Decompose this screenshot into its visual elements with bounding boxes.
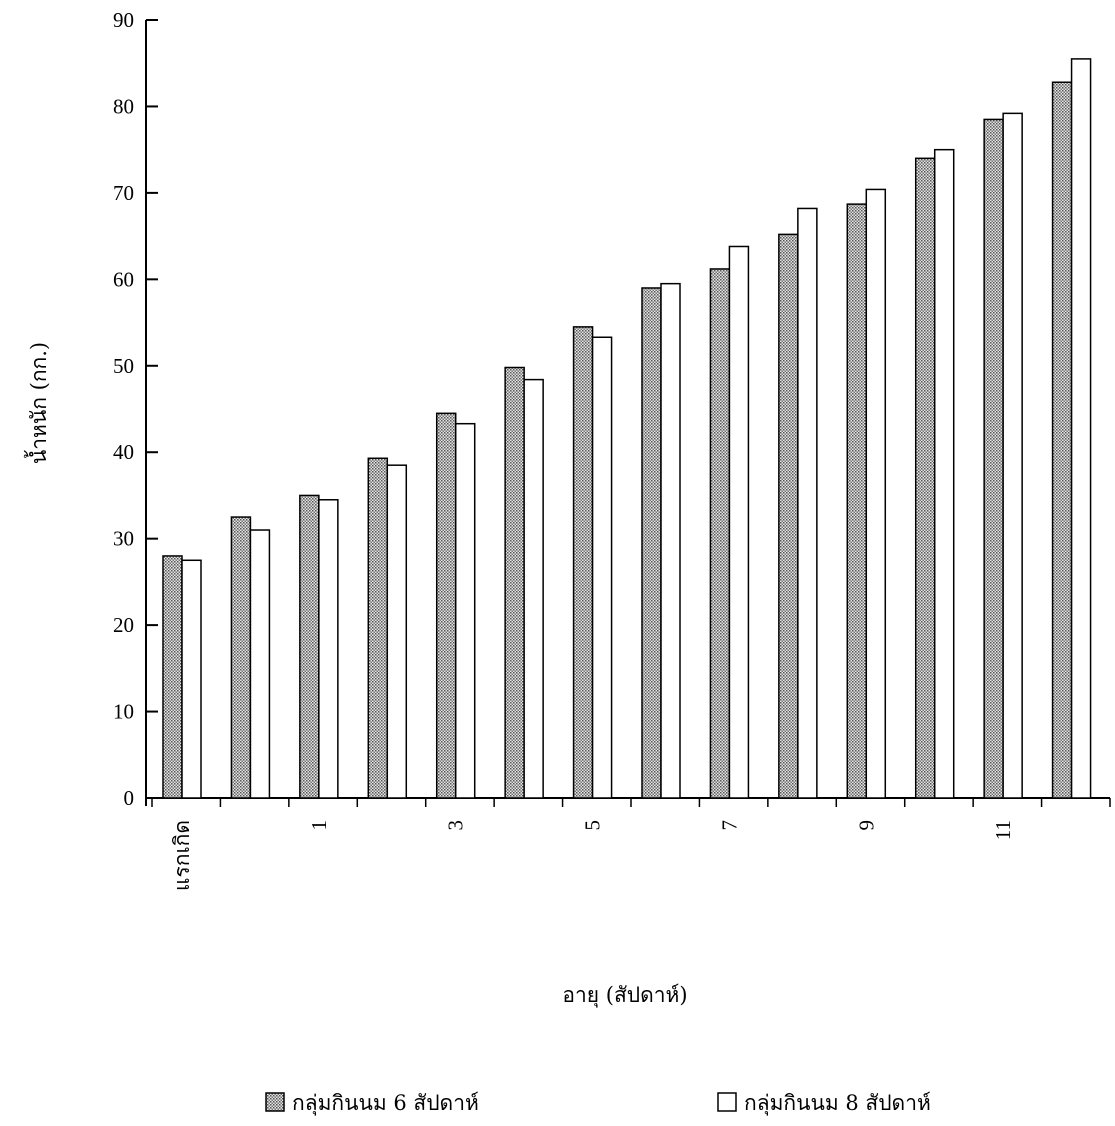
bar-series-2 <box>591 336 613 799</box>
bar-series-1 <box>778 233 799 799</box>
bar-series-1 <box>846 203 868 799</box>
bar-series-2 <box>1002 112 1023 799</box>
x-tick-label: 9 <box>854 820 878 831</box>
bar-series-2 <box>454 422 476 799</box>
x-tick-label: 11 <box>991 820 1015 840</box>
bar-series-2 <box>318 499 339 799</box>
x-tick-label: 7 <box>717 820 741 831</box>
legend-swatch-series-2 <box>717 1092 737 1112</box>
bar-series-2 <box>797 207 818 799</box>
y-tick-label: 60 <box>113 267 134 291</box>
x-tick-label: 1 <box>307 820 331 831</box>
bar-series-1 <box>230 516 252 799</box>
y-tick-label: 80 <box>113 94 134 118</box>
bar-series-1 <box>983 118 1004 799</box>
bar-series-1 <box>299 494 320 799</box>
bar-series-2 <box>865 188 887 799</box>
bar-series-1 <box>367 457 389 799</box>
x-axis: แรกเกิด 1 3 5 7 9 11 <box>146 797 1111 891</box>
bar-series-2 <box>933 148 955 799</box>
y-tick-label: 90 <box>113 8 134 32</box>
bar-series-1 <box>435 412 457 799</box>
legend-swatch-series-1 <box>265 1092 285 1112</box>
bar-series-2 <box>181 559 202 799</box>
bar-series-2 <box>728 245 750 799</box>
x-tick-label: แรกเกิด <box>170 820 194 891</box>
y-tick-label: 40 <box>113 440 134 464</box>
bar-series-2 <box>523 378 544 799</box>
y-tick-label: 20 <box>113 613 134 637</box>
y-axis: 0 10 20 30 40 50 60 70 80 90 <box>113 8 158 810</box>
bar-series-1 <box>1051 81 1073 799</box>
y-tick-label: 0 <box>124 786 135 810</box>
bar-series-1 <box>641 287 662 799</box>
y-tick-label: 10 <box>113 700 134 724</box>
x-axis-title: อายุ (สัปดาห์) <box>562 983 687 1008</box>
x-tick-label: 3 <box>444 820 468 831</box>
bar-series-1 <box>504 366 525 799</box>
bar-series-2 <box>660 282 681 799</box>
legend: กลุ่มกินนม 6 สัปดาห์ กลุ่มกินนม 8 สัปดาห… <box>265 1091 931 1116</box>
x-tick-label: 5 <box>581 820 605 831</box>
bar-series-1 <box>914 157 936 799</box>
y-tick-label: 70 <box>113 181 134 205</box>
bar-series-2 <box>249 529 271 799</box>
legend-label-series-2: กลุ่มกินนม 8 สัปดาห์ <box>744 1091 931 1116</box>
y-tick-label: 50 <box>113 354 134 378</box>
bar-series-2 <box>386 464 408 799</box>
y-tick-label: 30 <box>113 527 134 551</box>
bar-series-1 <box>709 268 731 799</box>
bar-series-1 <box>572 326 594 799</box>
legend-label-series-1: กลุ่มกินนม 6 สัปดาห์ <box>292 1091 479 1116</box>
bars <box>162 58 1092 799</box>
y-axis-title: น้ำหนัก (กก.) <box>24 342 51 464</box>
bar-series-2 <box>1070 58 1092 799</box>
bar-series-1 <box>162 555 183 799</box>
